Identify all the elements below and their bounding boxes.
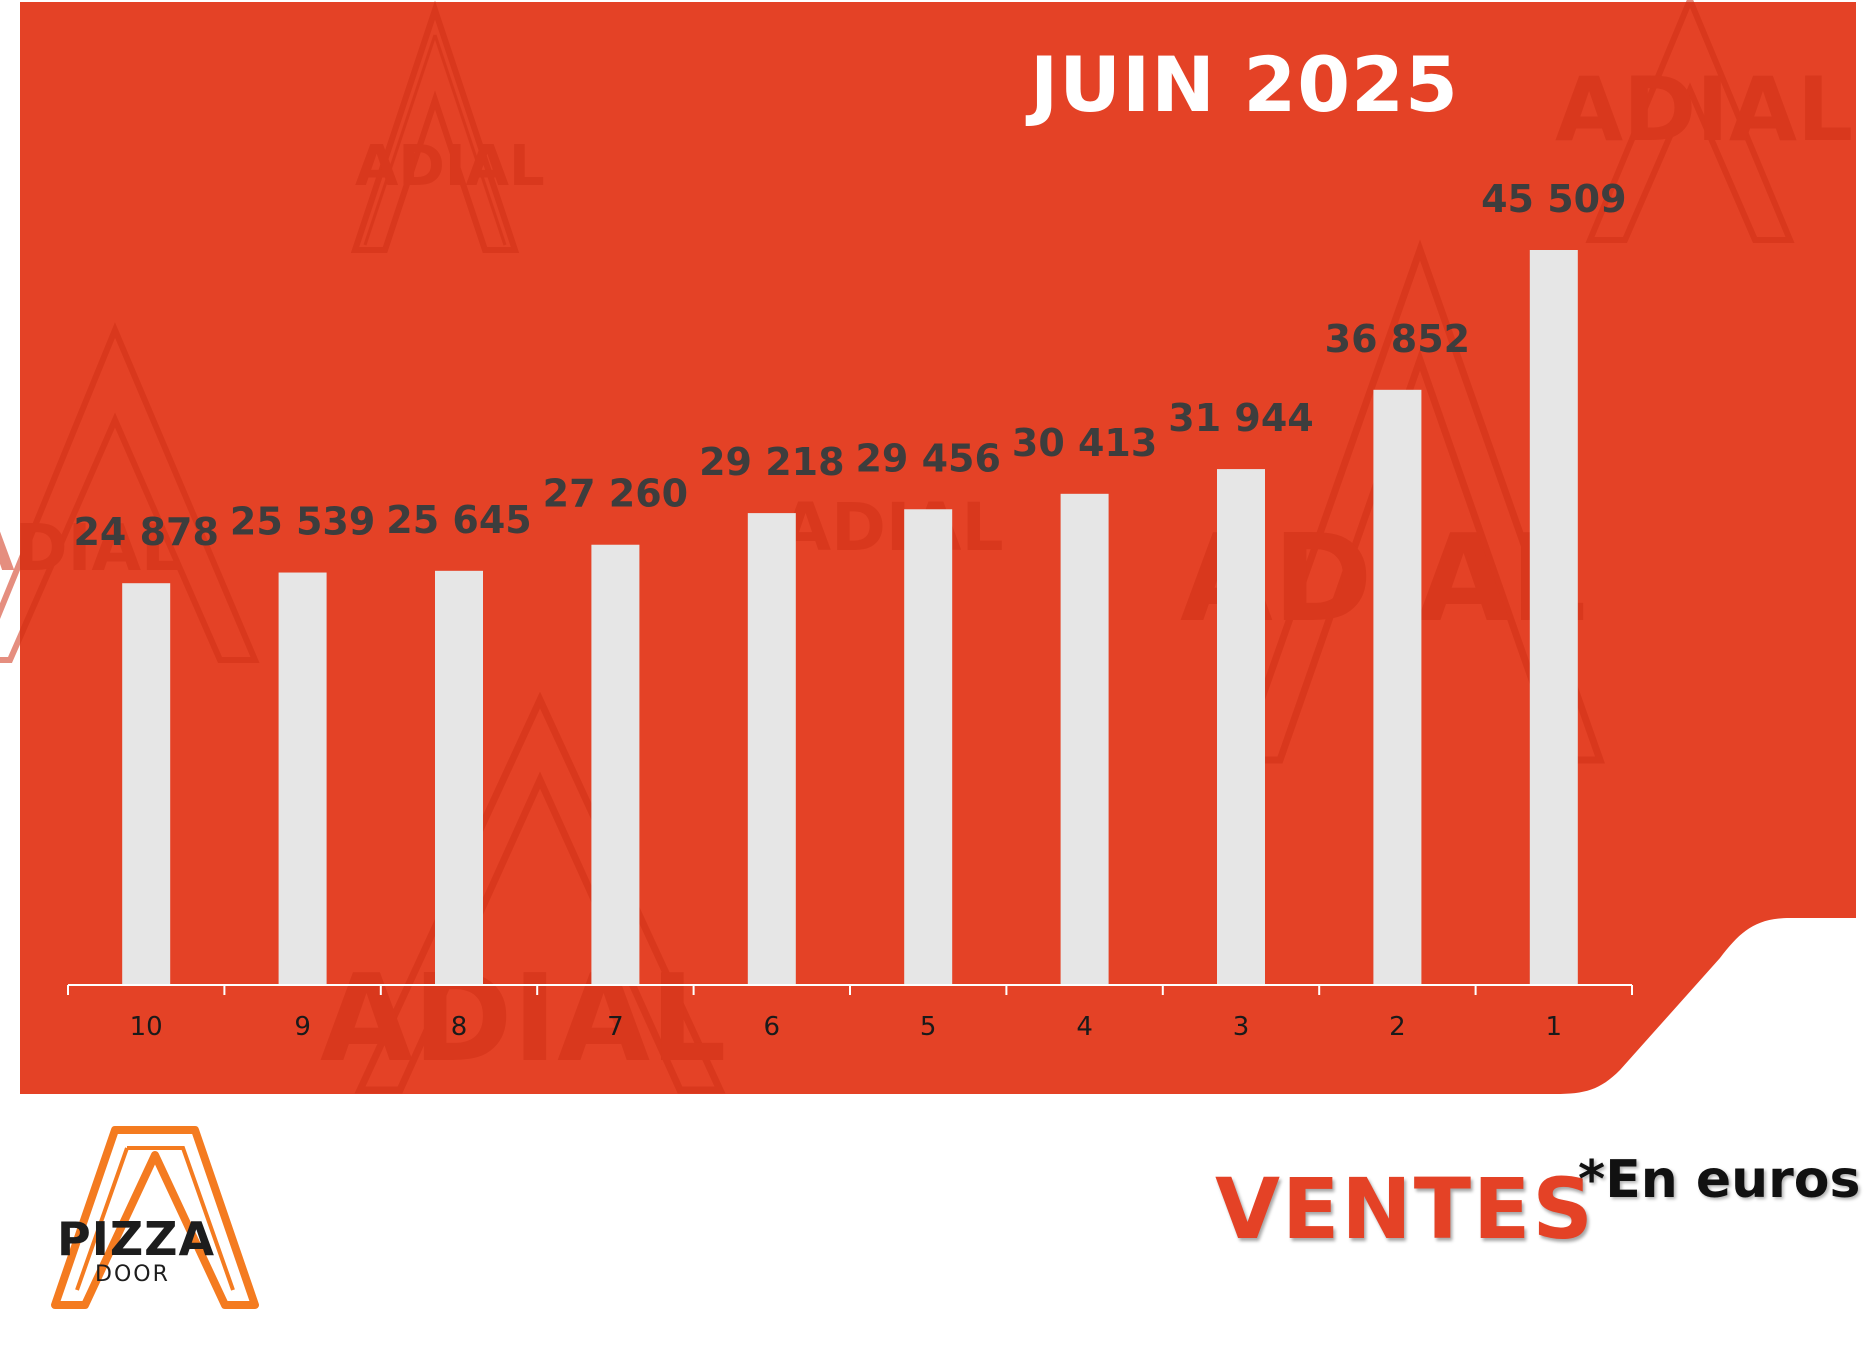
value-label: 30 413 — [1012, 421, 1157, 465]
tick-label: 3 — [1233, 1012, 1250, 1042]
logo-text-pizza: PIZZA — [57, 1212, 216, 1266]
watermark-text: ADIAL — [355, 134, 545, 199]
bar — [435, 570, 483, 985]
bar — [904, 509, 953, 985]
tick-label: 9 — [294, 1012, 311, 1042]
logo-text-door: DOOR — [95, 1262, 170, 1287]
tick-labels-layer: 10 9 8 7 6 5 4 3 2 1 — [130, 1012, 1562, 1042]
value-label: 24 878 — [73, 510, 218, 554]
bar — [1529, 250, 1578, 985]
unit-note: *En euros — [1578, 1150, 1861, 1210]
chart-title: JUIN 2025 — [1030, 40, 1459, 129]
tick-label: 7 — [607, 1012, 624, 1042]
ventes-label: VENTES — [1215, 1160, 1595, 1258]
bar — [1217, 469, 1265, 985]
tick-label: 4 — [1076, 1012, 1093, 1042]
value-label: 36 852 — [1325, 317, 1470, 361]
tick-label: 1 — [1546, 1012, 1563, 1042]
tick-label: 6 — [764, 1012, 781, 1042]
bar — [747, 513, 796, 985]
value-label: 25 645 — [386, 498, 531, 542]
bar — [278, 572, 327, 985]
tick-label: 2 — [1389, 1012, 1406, 1042]
value-label: 45 509 — [1481, 177, 1626, 221]
bar — [1373, 389, 1422, 986]
tick-label: 5 — [920, 1012, 937, 1042]
watermark-text: ADIAL — [780, 489, 1004, 566]
bars-layer — [122, 250, 1578, 986]
tick-label: 10 — [130, 1012, 163, 1042]
pizza-door-logo — [51, 1126, 259, 1309]
watermark-text: ADIAL — [0, 512, 182, 586]
watermark-text: ADIAL — [320, 950, 726, 1089]
tick-label: 8 — [451, 1012, 468, 1042]
value-label: 29 218 — [699, 440, 844, 484]
value-label: 31 944 — [1168, 396, 1313, 440]
x-axis — [67, 984, 1633, 995]
bar — [591, 544, 640, 985]
bar — [122, 583, 171, 985]
watermark-text: ADIAL — [1555, 58, 1853, 161]
value-label: 27 260 — [543, 472, 688, 516]
value-label: 25 539 — [230, 500, 375, 544]
bar — [1060, 493, 1109, 985]
value-label: 29 456 — [855, 436, 1000, 480]
